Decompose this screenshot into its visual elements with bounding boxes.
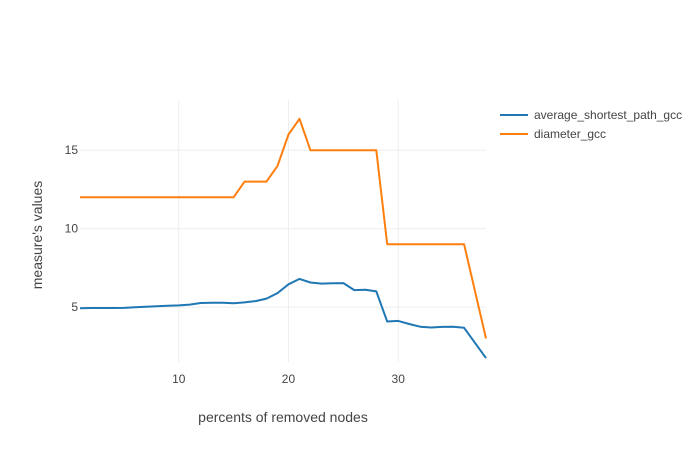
legend-label: diameter_gcc <box>534 127 606 141</box>
series-line-average-shortest-path-gcc[interactable] <box>79 277 487 359</box>
legend-item-diameter-gcc[interactable]: diameter_gcc <box>500 127 606 141</box>
series-line-diameter-gcc[interactable] <box>80 117 487 339</box>
y-tick-label: 10 <box>65 222 79 236</box>
plot-area <box>79 117 487 359</box>
y-tick-label: 5 <box>71 300 78 314</box>
x-axis-ticks: 10 20 30 <box>172 372 405 386</box>
legend[interactable]: average_shortest_path_gcc diameter_gcc <box>500 108 682 141</box>
x-axis-title: percents of removed nodes <box>198 409 368 425</box>
legend-item-average-shortest-path-gcc[interactable]: average_shortest_path_gcc <box>500 108 682 122</box>
grid <box>80 100 486 362</box>
y-tick-label: 15 <box>65 143 79 157</box>
y-axis-title: measure's values <box>29 181 45 290</box>
x-tick-label: 30 <box>392 372 406 386</box>
x-tick-label: 20 <box>282 372 296 386</box>
x-tick-label: 10 <box>172 372 186 386</box>
y-axis-ticks: 5 10 15 <box>65 143 79 314</box>
legend-label: average_shortest_path_gcc <box>534 108 682 122</box>
